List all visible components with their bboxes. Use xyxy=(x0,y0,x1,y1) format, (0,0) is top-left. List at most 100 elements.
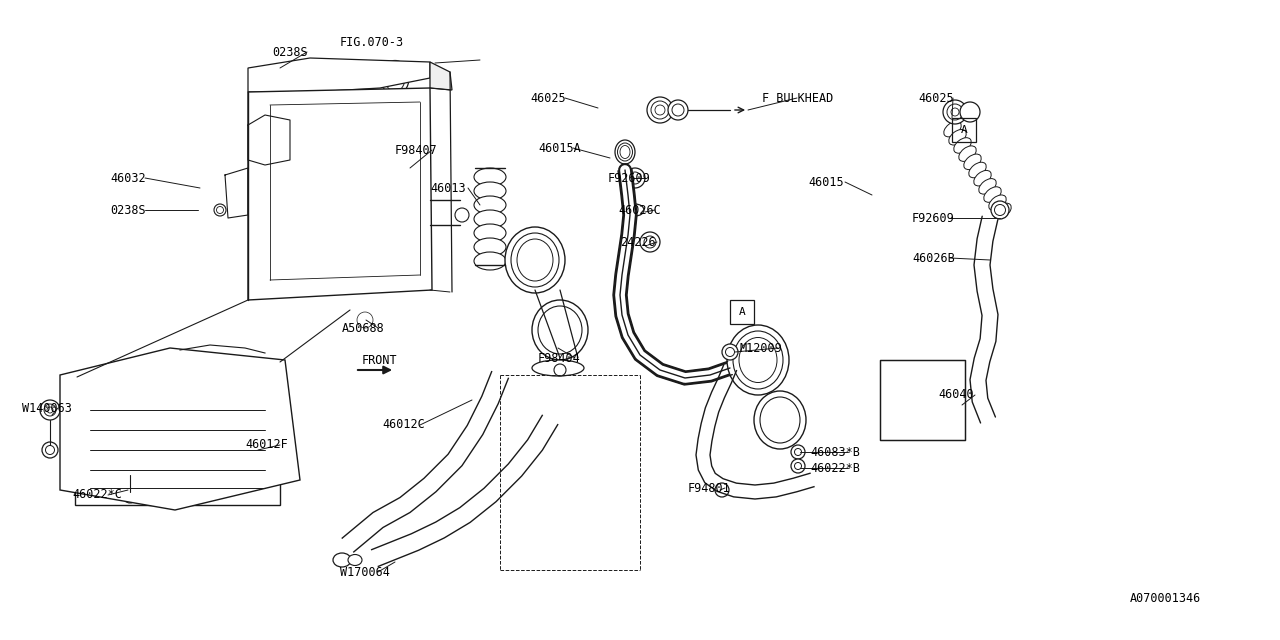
Ellipse shape xyxy=(754,391,806,449)
Circle shape xyxy=(554,364,566,376)
Ellipse shape xyxy=(333,553,351,567)
Ellipse shape xyxy=(969,162,986,178)
Ellipse shape xyxy=(739,337,777,383)
Polygon shape xyxy=(430,62,452,90)
Text: A: A xyxy=(960,125,968,135)
Text: A070001346: A070001346 xyxy=(1130,591,1201,605)
Text: W170064: W170064 xyxy=(340,566,390,579)
Circle shape xyxy=(991,201,1009,219)
Ellipse shape xyxy=(538,306,582,354)
Ellipse shape xyxy=(381,61,410,95)
Ellipse shape xyxy=(614,140,635,164)
Circle shape xyxy=(227,442,243,458)
Circle shape xyxy=(454,208,468,222)
Text: 0238S: 0238S xyxy=(273,45,307,58)
Circle shape xyxy=(385,113,396,123)
Ellipse shape xyxy=(348,554,362,566)
Circle shape xyxy=(44,404,56,416)
Circle shape xyxy=(40,400,60,420)
Circle shape xyxy=(305,250,315,260)
Ellipse shape xyxy=(733,331,783,389)
Polygon shape xyxy=(248,58,430,92)
Ellipse shape xyxy=(620,145,630,159)
Circle shape xyxy=(42,442,58,458)
Circle shape xyxy=(995,205,1006,216)
Circle shape xyxy=(795,463,801,470)
Ellipse shape xyxy=(474,224,506,242)
Circle shape xyxy=(214,204,227,216)
Circle shape xyxy=(726,348,735,356)
Text: F98404: F98404 xyxy=(538,351,581,365)
Ellipse shape xyxy=(532,300,588,360)
Ellipse shape xyxy=(517,239,553,281)
Text: 0238S: 0238S xyxy=(110,204,146,216)
Bar xyxy=(952,118,977,142)
Circle shape xyxy=(357,312,372,328)
Polygon shape xyxy=(60,348,300,510)
Ellipse shape xyxy=(626,204,644,216)
Circle shape xyxy=(276,68,284,76)
Circle shape xyxy=(125,461,134,469)
Text: 46025: 46025 xyxy=(530,92,566,104)
Ellipse shape xyxy=(474,252,506,270)
Circle shape xyxy=(672,104,684,116)
Circle shape xyxy=(795,449,801,456)
Circle shape xyxy=(951,108,959,116)
Circle shape xyxy=(385,250,396,260)
Ellipse shape xyxy=(948,129,966,145)
Bar xyxy=(730,300,754,324)
Circle shape xyxy=(216,207,224,214)
Text: 46032: 46032 xyxy=(110,172,146,184)
Ellipse shape xyxy=(511,233,559,287)
Circle shape xyxy=(644,236,657,248)
Ellipse shape xyxy=(385,65,404,92)
Ellipse shape xyxy=(474,238,506,256)
Ellipse shape xyxy=(760,397,800,443)
Ellipse shape xyxy=(474,168,506,186)
Text: A: A xyxy=(739,307,745,317)
Circle shape xyxy=(640,232,660,252)
Circle shape xyxy=(646,97,673,123)
Ellipse shape xyxy=(959,146,977,161)
Circle shape xyxy=(334,122,346,134)
Circle shape xyxy=(46,445,55,454)
Text: FRONT: FRONT xyxy=(362,353,398,367)
Ellipse shape xyxy=(474,196,506,214)
Text: 46022*B: 46022*B xyxy=(810,461,860,474)
Text: F92609: F92609 xyxy=(608,172,650,184)
Circle shape xyxy=(628,172,641,184)
Ellipse shape xyxy=(984,187,1001,202)
Text: 24226: 24226 xyxy=(620,236,655,248)
Text: 46026C: 46026C xyxy=(618,204,660,216)
Text: F98407: F98407 xyxy=(396,143,438,157)
Ellipse shape xyxy=(964,154,982,170)
Text: 46025: 46025 xyxy=(918,92,954,104)
Text: W140063: W140063 xyxy=(22,401,72,415)
Ellipse shape xyxy=(988,195,1006,211)
Text: 46083*B: 46083*B xyxy=(810,445,860,458)
Ellipse shape xyxy=(474,210,506,228)
Polygon shape xyxy=(248,88,433,300)
Circle shape xyxy=(120,455,140,475)
Circle shape xyxy=(230,445,241,455)
Text: 46015: 46015 xyxy=(808,175,844,189)
Ellipse shape xyxy=(993,203,1011,219)
Ellipse shape xyxy=(974,170,991,186)
Circle shape xyxy=(716,483,730,497)
Text: 46015A: 46015A xyxy=(538,141,581,154)
Text: 46012C: 46012C xyxy=(381,419,425,431)
Circle shape xyxy=(791,445,805,459)
Ellipse shape xyxy=(979,179,996,194)
Text: 46012F: 46012F xyxy=(244,438,288,451)
Text: M12009: M12009 xyxy=(740,342,783,355)
Circle shape xyxy=(652,101,669,119)
Circle shape xyxy=(960,102,980,122)
Circle shape xyxy=(305,110,315,120)
Bar xyxy=(76,390,280,505)
Ellipse shape xyxy=(506,227,564,293)
Circle shape xyxy=(722,344,739,360)
Circle shape xyxy=(668,100,689,120)
Circle shape xyxy=(125,492,134,500)
Text: 46040: 46040 xyxy=(938,388,974,401)
Circle shape xyxy=(273,65,287,79)
